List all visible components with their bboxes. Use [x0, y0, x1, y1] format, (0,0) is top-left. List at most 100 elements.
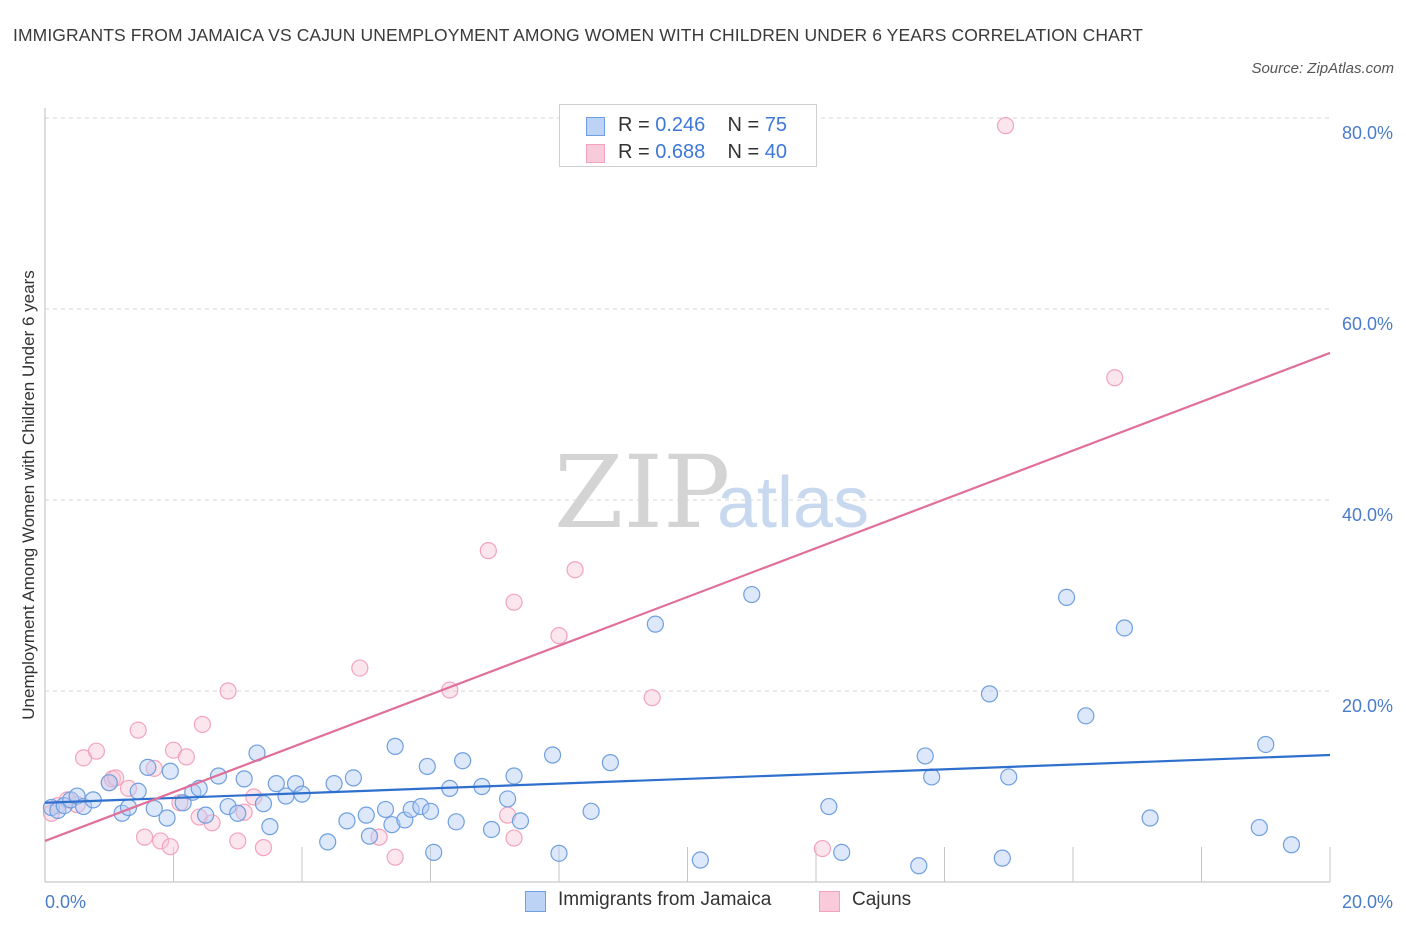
point-cajuns — [135, 828, 154, 846]
source-label: Source: ZipAtlas.com — [1251, 60, 1394, 77]
legend-stats: R = 0.246 N = 75 R = 0.688 N = 40 — [559, 104, 817, 167]
y-tick-label: 80.0% — [1342, 123, 1393, 143]
point-cajuns — [219, 682, 237, 700]
point-cajuns — [1106, 369, 1124, 387]
point-jamaica — [1250, 818, 1268, 837]
point-jamaica — [482, 820, 501, 839]
grid-lines — [45, 117, 1330, 692]
point-jamaica — [447, 813, 465, 831]
point-cajuns — [119, 779, 138, 798]
legend-n-label: N = — [727, 141, 760, 163]
point-jamaica — [505, 767, 523, 785]
legend-n-label: N = — [727, 114, 760, 136]
point-cajuns — [386, 848, 404, 866]
point-jamaica — [344, 769, 362, 787]
y-tick-label: 60.0% — [1342, 314, 1393, 334]
point-jamaica — [1115, 619, 1134, 637]
legend-label-jamaica: Immigrants from Jamaica — [558, 889, 772, 910]
point-jamaica — [743, 585, 761, 604]
point-jamaica — [402, 800, 420, 819]
point-jamaica — [229, 804, 247, 822]
tick-labels: 20.0% 40.0% 60.0% 80.0% 0.0% 20.0% — [45, 123, 1393, 912]
point-jamaica — [916, 747, 934, 765]
point-jamaica — [1141, 809, 1159, 827]
point-cajuns — [245, 788, 263, 806]
chart-title: IMMIGRANTS FROM JAMAICA VS CAJUN UNEMPLO… — [13, 25, 1144, 45]
point-jamaica — [550, 844, 568, 862]
point-jamaica — [1000, 768, 1018, 786]
point-jamaica — [158, 809, 176, 827]
point-jamaica — [993, 849, 1011, 867]
point-jamaica — [511, 812, 530, 830]
legend-n-value: 40 — [764, 141, 788, 163]
point-jamaica — [980, 685, 999, 703]
point-jamaica — [325, 775, 343, 793]
point-jamaica — [286, 775, 305, 793]
point-jamaica — [100, 774, 118, 792]
point-cajuns — [129, 721, 147, 739]
point-jamaica — [646, 615, 664, 633]
watermark: ZIP atlas — [554, 434, 869, 551]
point-jamaica — [454, 752, 472, 770]
point-jamaica — [425, 843, 443, 861]
point-jamaica — [74, 797, 93, 816]
point-jamaica — [254, 795, 273, 813]
trend-line-cajuns — [44, 351, 1331, 842]
y-axis-label: Unemployment Among Women with Children U… — [19, 270, 38, 719]
legend-swatch-cajuns — [586, 144, 605, 163]
point-cajuns — [505, 829, 523, 847]
legend-r-label: R = — [618, 141, 650, 163]
point-jamaica — [691, 851, 709, 869]
point-cajuns — [254, 839, 273, 857]
point-jamaica — [1282, 836, 1301, 854]
point-jamaica — [139, 758, 157, 777]
legend-n-value: 75 — [764, 114, 788, 136]
legend-r-label: R = — [618, 114, 650, 136]
watermark-atlas: atlas — [717, 463, 869, 543]
point-jamaica — [833, 843, 851, 861]
axes — [44, 108, 1331, 883]
legend-swatch-jamaica — [525, 891, 546, 912]
point-jamaica — [1077, 707, 1095, 725]
point-cajuns — [177, 748, 195, 766]
point-jamaica — [582, 802, 600, 820]
point-cajuns — [479, 542, 497, 560]
point-cajuns — [643, 689, 661, 707]
trend-line-jamaica — [44, 753, 1331, 804]
legend-r-value: 0.246 — [655, 114, 706, 136]
point-jamaica — [421, 802, 440, 820]
x-tick-label: 0.0% — [45, 892, 86, 912]
point-jamaica — [923, 768, 941, 786]
point-cajuns — [566, 561, 584, 579]
point-jamaica — [338, 812, 356, 830]
series-jamaica — [42, 585, 1301, 875]
point-jamaica — [197, 806, 215, 824]
point-jamaica — [601, 754, 620, 772]
legend-swatch-jamaica — [586, 117, 605, 136]
point-jamaica — [267, 775, 285, 793]
legend-label-cajuns: Cajuns — [852, 889, 912, 910]
point-jamaica — [412, 797, 430, 816]
point-cajuns — [152, 832, 170, 850]
point-jamaica — [386, 737, 404, 755]
point-cajuns — [229, 832, 247, 850]
point-jamaica — [261, 818, 279, 836]
point-jamaica — [319, 833, 337, 851]
point-cajuns — [193, 715, 212, 734]
point-cajuns — [505, 593, 523, 611]
point-jamaica — [910, 857, 928, 875]
watermark-zip: ZIP — [554, 434, 730, 551]
point-jamaica — [543, 746, 562, 764]
series-cajuns — [42, 117, 1124, 866]
point-jamaica — [357, 806, 375, 824]
point-cajuns — [996, 117, 1015, 135]
point-cajuns — [813, 839, 832, 858]
legend-swatch-cajuns — [819, 891, 840, 912]
point-jamaica — [376, 800, 395, 819]
point-cajuns — [161, 838, 179, 856]
point-jamaica — [129, 782, 147, 800]
y-tick-label: 40.0% — [1342, 505, 1393, 525]
trend-lines — [44, 351, 1331, 842]
point-jamaica — [1057, 588, 1076, 607]
